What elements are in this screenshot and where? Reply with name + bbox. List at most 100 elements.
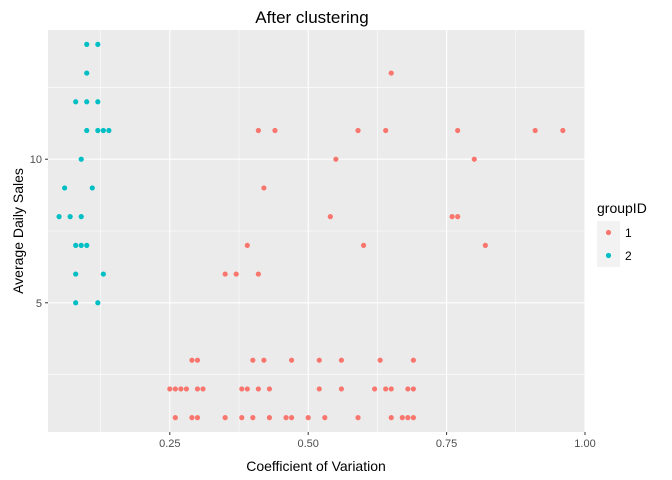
data-point-group-1 xyxy=(532,127,538,134)
data-point-group-1 xyxy=(410,357,416,363)
data-point-group-1 xyxy=(316,386,322,392)
data-point-group-2 xyxy=(73,99,79,105)
data-point-group-2 xyxy=(73,271,79,277)
data-point-group-1 xyxy=(455,127,461,134)
data-point-group-2 xyxy=(89,185,95,191)
data-point-group-1 xyxy=(183,386,190,392)
data-point-group-1 xyxy=(272,127,278,134)
data-point-group-1 xyxy=(200,386,206,392)
x-axis-ticks: 0.25 0.50 0.75 1.00 xyxy=(159,432,596,450)
data-point-group-2 xyxy=(95,41,101,47)
data-point-group-1 xyxy=(261,185,267,191)
data-point-group-1 xyxy=(410,415,416,421)
data-point-group-1 xyxy=(377,357,383,363)
y-tick-label: 5 xyxy=(36,298,42,310)
data-point-group-2 xyxy=(84,70,90,76)
data-point-group-1 xyxy=(172,415,178,421)
data-point-group-2 xyxy=(106,127,112,134)
data-point-group-1 xyxy=(338,357,345,363)
data-point-group-2 xyxy=(95,300,101,306)
data-point-group-1 xyxy=(222,271,228,277)
legend-label-2: 2 xyxy=(625,249,632,263)
chart-title: After clustering xyxy=(255,8,368,27)
data-point-group-1 xyxy=(288,357,295,363)
data-point-group-1 xyxy=(255,127,261,134)
data-point-group-2 xyxy=(84,242,90,248)
data-point-group-1 xyxy=(399,415,405,421)
data-point-group-1 xyxy=(266,415,273,421)
data-point-group-1 xyxy=(383,386,389,392)
data-point-group-1 xyxy=(449,214,455,220)
data-point-group-1 xyxy=(338,386,345,392)
data-point-group-1 xyxy=(167,386,173,392)
data-point-group-1 xyxy=(388,386,394,392)
y-axis-ticks: 5 10 xyxy=(30,154,48,310)
data-point-group-1 xyxy=(327,214,333,220)
data-point-group-1 xyxy=(244,386,250,392)
data-point-group-1 xyxy=(388,415,394,421)
data-point-group-1 xyxy=(383,127,389,134)
x-tick-label: 1.00 xyxy=(574,438,595,450)
x-tick-label: 0.75 xyxy=(436,438,457,450)
legend-title: groupID xyxy=(597,200,647,216)
data-point-group-1 xyxy=(250,415,256,421)
data-point-group-1 xyxy=(471,156,477,162)
data-point-group-1 xyxy=(288,415,295,421)
data-point-group-1 xyxy=(189,415,195,421)
data-point-group-1 xyxy=(560,127,566,134)
y-tick-label: 10 xyxy=(30,154,42,166)
data-point-group-2 xyxy=(78,242,84,248)
data-point-group-1 xyxy=(388,70,394,76)
data-points xyxy=(56,41,566,421)
data-point-group-2 xyxy=(95,99,101,105)
data-point-group-1 xyxy=(194,415,201,421)
data-point-group-2 xyxy=(100,271,106,277)
data-point-group-1 xyxy=(455,214,461,220)
data-point-group-2 xyxy=(73,242,79,248)
data-point-group-1 xyxy=(261,357,267,363)
data-point-group-2 xyxy=(67,214,73,220)
data-point-group-1 xyxy=(355,127,361,134)
data-point-group-1 xyxy=(189,357,195,363)
data-point-group-1 xyxy=(239,415,245,421)
data-point-group-2 xyxy=(84,41,90,47)
data-point-group-2 xyxy=(78,156,84,162)
legend-label-1: 1 xyxy=(625,226,632,240)
major-gridlines xyxy=(48,30,586,432)
data-point-group-2 xyxy=(62,185,68,191)
data-point-group-2 xyxy=(95,127,101,134)
data-point-group-1 xyxy=(283,415,289,421)
data-point-group-1 xyxy=(305,415,311,421)
data-point-group-1 xyxy=(233,271,239,277)
data-point-group-1 xyxy=(194,357,201,363)
data-point-group-1 xyxy=(372,386,378,392)
data-point-group-1 xyxy=(178,386,184,392)
x-tick-label: 0.50 xyxy=(297,438,318,450)
data-point-group-2 xyxy=(73,300,79,306)
data-point-group-1 xyxy=(482,242,488,248)
data-point-group-2 xyxy=(56,214,62,220)
legend-swatch-2 xyxy=(605,252,612,259)
y-axis-title: Average Daily Sales xyxy=(10,168,26,294)
data-point-group-1 xyxy=(194,386,201,392)
data-point-group-2 xyxy=(100,127,106,134)
data-point-group-2 xyxy=(84,127,90,134)
minor-gridlines xyxy=(48,30,585,432)
data-point-group-1 xyxy=(255,386,261,392)
data-point-group-1 xyxy=(405,415,411,421)
data-point-group-1 xyxy=(355,415,361,421)
data-point-group-1 xyxy=(333,156,339,162)
data-point-group-1 xyxy=(172,386,178,392)
data-point-group-1 xyxy=(360,242,367,248)
data-point-group-1 xyxy=(266,386,273,392)
data-point-group-1 xyxy=(250,357,256,363)
data-point-group-2 xyxy=(78,214,84,220)
data-point-group-1 xyxy=(316,357,322,363)
data-point-group-1 xyxy=(322,415,328,421)
data-point-group-1 xyxy=(255,271,261,277)
legend-swatch-1 xyxy=(605,229,612,236)
legend: groupID 1 2 xyxy=(597,200,647,267)
data-point-group-1 xyxy=(405,386,411,392)
data-point-group-1 xyxy=(239,386,245,392)
